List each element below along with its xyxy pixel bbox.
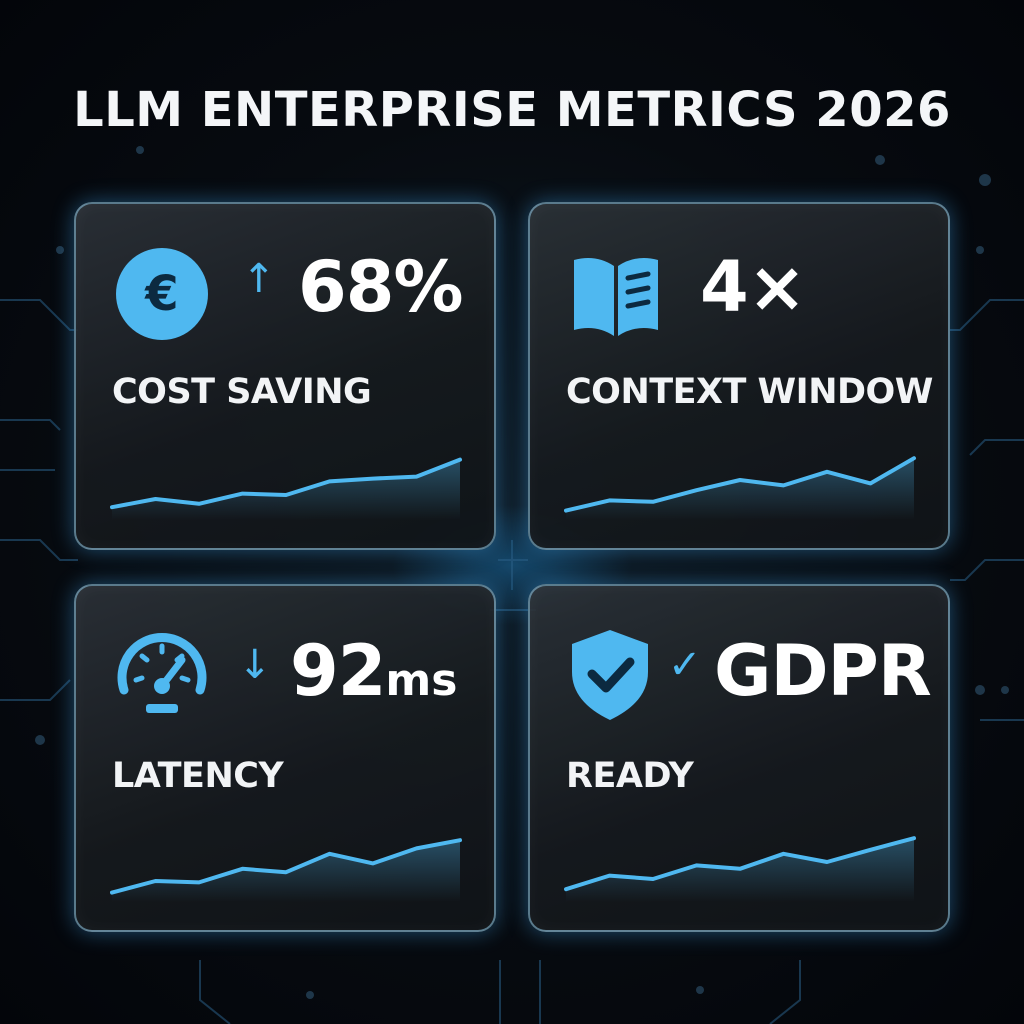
metric-label: COST SAVING: [112, 372, 372, 412]
sparkline-line: [110, 838, 462, 895]
metric-label: LATENCY: [112, 756, 284, 796]
metric-value: 4×: [700, 246, 806, 328]
svg-text:€: €: [144, 266, 178, 322]
metric-value: 68%: [298, 246, 464, 328]
metric-value-number: 4×: [700, 246, 806, 328]
sparkline-area: [112, 840, 460, 902]
metric-label: CONTEXT WINDOW: [566, 372, 933, 412]
sparkline-chart: [564, 836, 916, 902]
metric-value-number: 68%: [298, 246, 464, 328]
metric-card-cost-saving: € ↑ 68% COST SAVING: [74, 202, 496, 550]
metric-label: READY: [566, 756, 694, 796]
page-title: LLM ENTERPRISE METRICS 2026: [73, 82, 951, 138]
sparkline-chart: [110, 457, 462, 520]
shield-check-icon: [572, 630, 648, 720]
checkmark-icon: ✓: [668, 642, 702, 688]
metric-value: 92ms: [290, 630, 457, 712]
metric-value-unit: ms: [385, 655, 458, 706]
sparkline-area: [566, 458, 914, 520]
sparkline-chart: [110, 838, 462, 902]
metric-value: GDPR: [714, 630, 932, 712]
metric-card-context-window: 4× CONTEXT WINDOW: [528, 202, 950, 550]
sparkline-chart: [564, 456, 916, 520]
euro-coin-icon: €: [116, 248, 208, 340]
trend-down-arrow-icon: ↓: [238, 642, 272, 688]
metric-value-number: GDPR: [714, 630, 932, 712]
sparkline-line: [564, 456, 916, 513]
metric-value-number: 92: [290, 630, 386, 712]
sparkline-line: [110, 457, 462, 510]
metric-card-gdpr-ready: ✓ GDPR READY: [528, 584, 950, 932]
metric-card-latency: ↓ 92ms LATENCY: [74, 584, 496, 932]
speedometer-icon: [117, 633, 207, 713]
open-book-icon: [574, 258, 658, 336]
sparkline-line: [564, 836, 916, 892]
trend-up-arrow-icon: ↑: [242, 256, 276, 302]
sparkline-area: [112, 459, 460, 520]
